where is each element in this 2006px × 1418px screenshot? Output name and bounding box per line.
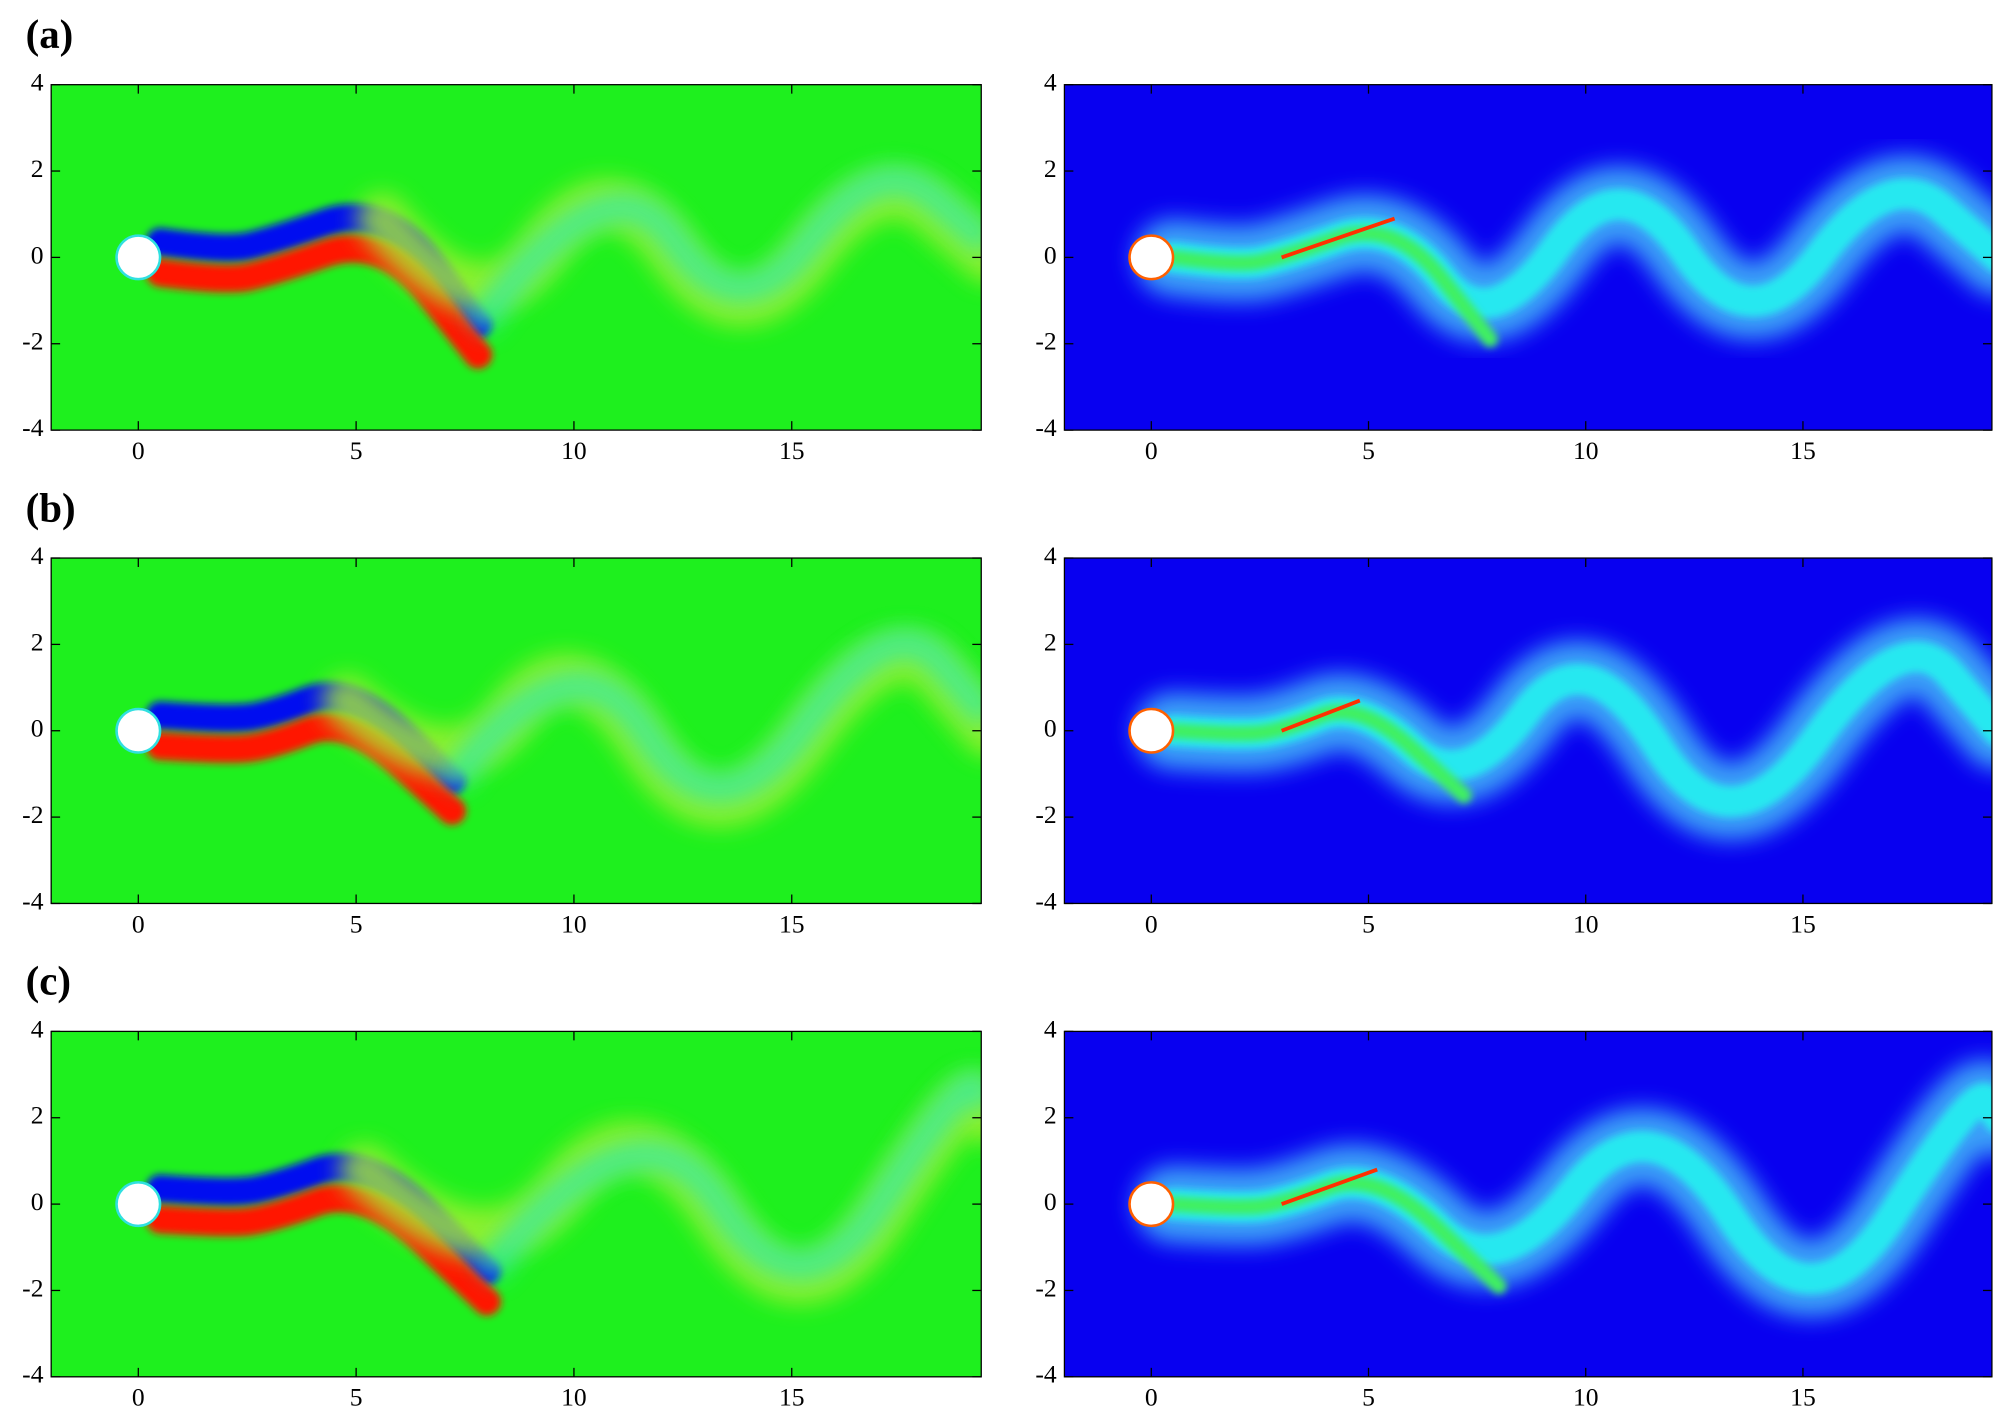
y-tick-label: 0 (1044, 714, 1057, 743)
x-tick-label: 10 (1573, 1383, 1599, 1412)
shear-layer (1281, 216, 1396, 260)
y-tick-label: -2 (1035, 800, 1056, 829)
y-tick-label: 2 (1044, 154, 1057, 183)
x-tick-label: 0 (1145, 436, 1158, 465)
y-tick-label: -2 (22, 327, 43, 356)
y-tick-label: 2 (1044, 627, 1057, 656)
x-tick-label: 15 (779, 436, 805, 465)
cylinder (1128, 707, 1175, 754)
cylinder (115, 234, 162, 281)
x-tick-label: 0 (1145, 1383, 1158, 1412)
x-tick-label: 5 (350, 436, 363, 465)
field (51, 1031, 982, 1377)
y-tick-label: 0 (1044, 1187, 1057, 1216)
field (51, 84, 982, 431)
x-tick-label: 10 (561, 909, 587, 938)
x-tick-label: 15 (779, 1383, 805, 1412)
y-tick-label: -4 (1035, 413, 1057, 442)
x-tick-label: 5 (1362, 436, 1375, 465)
panel-label: (a) (26, 12, 74, 57)
y-tick-label: 0 (1044, 240, 1057, 269)
wake-far-cyan (474, 1070, 982, 1283)
y-tick-label: 2 (31, 154, 44, 183)
y-tick-label: -2 (22, 1273, 43, 1302)
cylinder (1128, 234, 1175, 281)
y-tick-label: 2 (31, 627, 44, 656)
field (51, 558, 982, 904)
cylinder (1128, 1181, 1175, 1228)
x-tick-label: 10 (561, 436, 587, 465)
panel-label: (c) (26, 959, 71, 1004)
shear-layer (1280, 1167, 1378, 1206)
shear-layer (1280, 698, 1361, 733)
y-tick-label: -4 (22, 1360, 44, 1389)
y-tick-label: -4 (1035, 886, 1057, 915)
field (1064, 84, 1992, 431)
x-tick-label: 5 (350, 909, 363, 938)
panel-label: (b) (26, 485, 76, 530)
y-tick-label: 4 (1044, 68, 1057, 97)
y-tick-label: 4 (31, 68, 44, 97)
y-tick-label: 0 (31, 1187, 44, 1216)
wake-far-cyan (439, 628, 982, 804)
y-tick-label: -4 (1035, 1360, 1057, 1389)
x-tick-label: 15 (1790, 909, 1816, 938)
x-tick-label: 0 (132, 436, 145, 465)
x-tick-label: 0 (1145, 909, 1158, 938)
field (1064, 1031, 1992, 1377)
x-tick-label: 0 (132, 909, 145, 938)
x-tick-label: 10 (1573, 909, 1599, 938)
y-tick-label: 2 (1044, 1101, 1057, 1130)
y-tick-label: -2 (1035, 327, 1056, 356)
field (1064, 558, 1992, 904)
x-tick-label: 15 (779, 909, 805, 938)
y-tick-label: -4 (22, 413, 44, 442)
x-tick-label: 10 (1573, 436, 1599, 465)
y-tick-label: -2 (1035, 1273, 1056, 1302)
x-tick-label: 15 (1790, 436, 1816, 465)
x-tick-label: 5 (1362, 1383, 1375, 1412)
x-tick-label: 5 (1362, 909, 1375, 938)
y-tick-label: 4 (31, 541, 44, 570)
y-tick-label: 0 (31, 240, 44, 269)
wake-far-cyan (465, 165, 982, 336)
y-tick-label: -2 (22, 800, 43, 829)
x-tick-label: 0 (132, 1383, 145, 1412)
y-tick-label: -4 (22, 886, 44, 915)
x-tick-label: 5 (350, 1383, 363, 1412)
y-tick-label: 4 (31, 1014, 44, 1043)
cylinder (115, 1181, 162, 1228)
x-tick-label: 10 (561, 1383, 587, 1412)
y-tick-label: 2 (31, 1101, 44, 1130)
y-tick-label: 4 (1044, 541, 1057, 570)
x-tick-label: 15 (1790, 1383, 1816, 1412)
y-tick-label: 4 (1044, 1014, 1057, 1043)
y-tick-label: 0 (31, 714, 44, 743)
cylinder (115, 707, 162, 754)
